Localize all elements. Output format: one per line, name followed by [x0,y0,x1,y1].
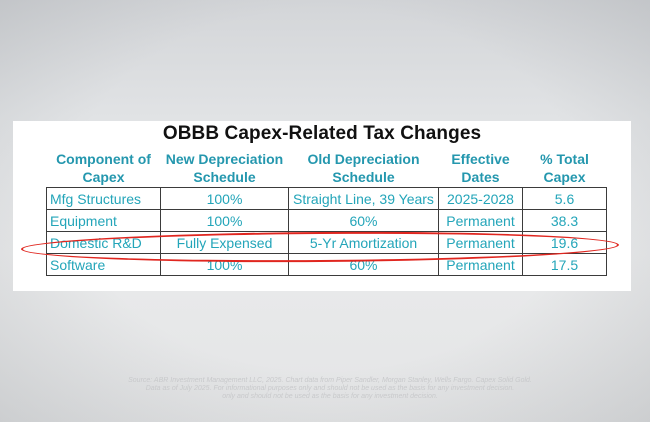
header-pct-line2: Capex [543,169,586,185]
header-component-line1: Component of [56,151,151,167]
cell-old-schedule: Straight Line, 39 Years [288,187,439,210]
presentation-slide: OBBB Capex-Related Tax Changes Component… [13,121,631,291]
cell-pct-total: 17.5 [522,253,607,276]
cell-component: Software [46,253,161,276]
header-effective-dates: Effective Dates [439,149,523,188]
cell-component: Mfg Structures [46,187,161,210]
cell-effective: 2025-2028 [438,187,523,210]
header-component: Component of Capex [47,149,161,188]
header-component-line2: Capex [82,169,125,185]
table-header-row: Component of Capex New Depreciation Sche… [47,149,607,188]
header-old-schedule: Old Depreciation Schedule [289,149,439,188]
cell-component: Domestic R&D [46,231,161,254]
cell-old-schedule: 5-Yr Amortization [288,231,439,254]
cell-new-schedule: 100% [160,187,289,210]
capex-tax-table: Component of Capex New Depreciation Sche… [46,149,607,276]
header-old-schedule-line2: Schedule [332,169,395,185]
source-line-3: only and should not be used as the basis… [222,393,438,400]
header-effective-line1: Effective [451,151,510,167]
table-row-software: Software 100% 60% Permanent 17.5 [46,253,607,276]
cell-new-schedule: Fully Expensed [160,231,289,254]
header-new-schedule: New Depreciation Schedule [161,149,289,188]
cell-effective: Permanent [438,253,523,276]
cell-old-schedule: 60% [288,253,439,276]
source-line-1: Source: ABR Investment Management LLC, 2… [128,377,532,384]
header-new-schedule-line2: Schedule [193,169,256,185]
header-new-schedule-line1: New Depreciation [165,151,284,167]
cell-component: Equipment [46,209,161,232]
source-line-2: Data as of July 2025. For informational … [145,385,515,392]
table-row-domestic-rd: Domestic R&D Fully Expensed 5-Yr Amortiz… [46,231,607,254]
header-old-schedule-line1: Old Depreciation [307,151,420,167]
header-effective-line2: Dates [461,169,500,185]
header-pct-line1: % Total [540,151,589,167]
cell-pct-total: 5.6 [522,187,607,210]
cell-pct-total: 38.3 [522,209,607,232]
cell-old-schedule: 60% [288,209,439,232]
header-pct-total: % Total Capex [523,149,607,188]
cell-new-schedule: 100% [160,209,289,232]
slide-title: OBBB Capex-Related Tax Changes [162,123,482,144]
table-row-mfg-structures: Mfg Structures 100% Straight Line, 39 Ye… [46,187,607,210]
table-row-equipment: Equipment 100% 60% Permanent 38.3 [46,209,607,232]
cell-effective: Permanent [438,209,523,232]
cell-effective: Permanent [438,231,523,254]
